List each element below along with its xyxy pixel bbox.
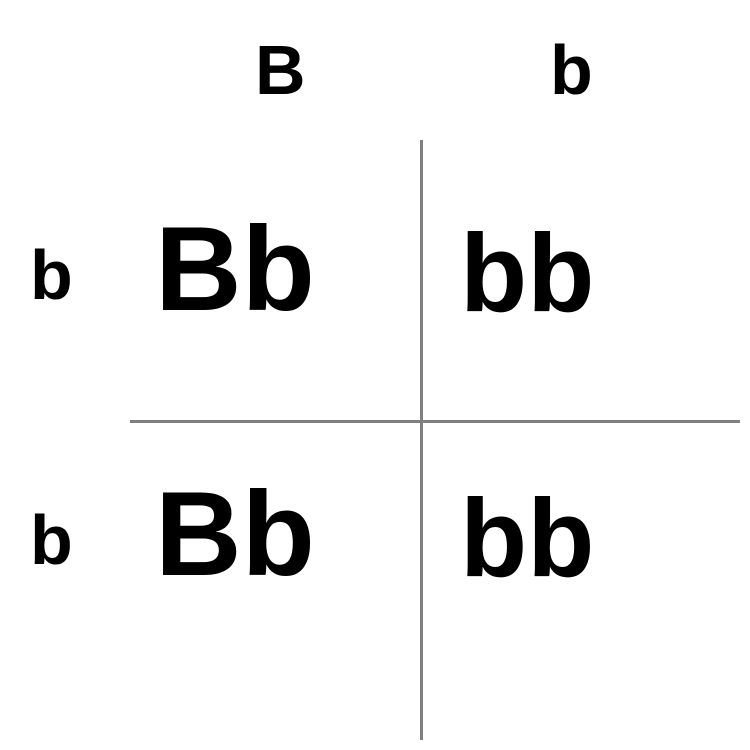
cell-2-2-text: bb: [460, 477, 594, 600]
row-header-2-text: b: [30, 501, 73, 579]
punnett-square: B b b b Bb bb Bb bb: [0, 0, 750, 750]
row-header-1-text: b: [30, 236, 73, 314]
column-header-2-text: b: [550, 31, 593, 109]
column-header-2: b: [550, 30, 593, 110]
column-header-1: B: [255, 30, 306, 110]
row-header-1: b: [30, 235, 73, 315]
cell-1-2-text: bb: [460, 212, 594, 335]
cell-2-1-text: Bb: [155, 467, 315, 601]
horizontal-grid-line: [130, 420, 740, 423]
cell-2-2: bb: [460, 475, 594, 602]
row-header-2: b: [30, 500, 73, 580]
column-header-1-text: B: [255, 31, 306, 109]
cell-2-1: Bb: [155, 465, 315, 603]
cell-1-1-text: Bb: [155, 202, 315, 336]
cell-1-1: Bb: [155, 200, 315, 338]
vertical-grid-line: [420, 140, 423, 740]
cell-1-2: bb: [460, 210, 594, 337]
